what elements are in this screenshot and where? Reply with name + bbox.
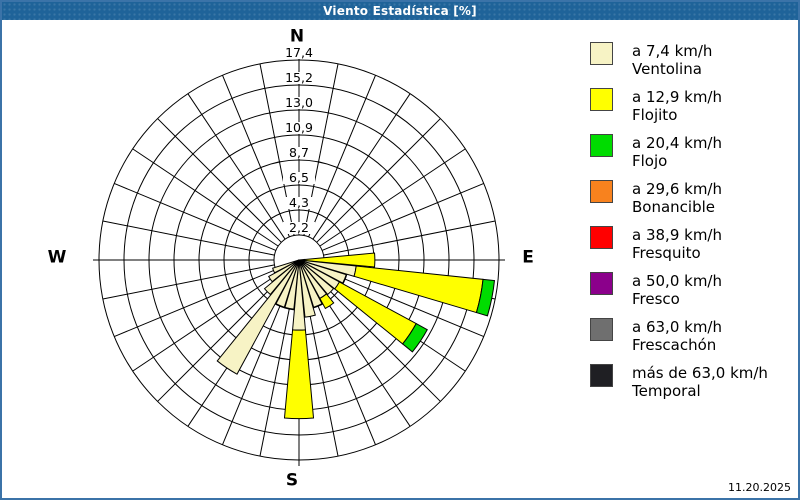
grid-spoke: [132, 273, 279, 372]
grid-spoke: [132, 148, 279, 247]
legend-name: Bonancible: [632, 198, 716, 216]
ring-label: 4,3: [289, 195, 309, 210]
legend-swatch-temporal: [590, 364, 613, 387]
petal-segment-ventolina: [263, 259, 300, 296]
compass-label-north: N: [289, 26, 305, 47]
petal-segment-flojito: [319, 293, 335, 310]
compass-label-east: E: [522, 247, 534, 268]
legend-item: más de 63,0 km/h Temporal: [590, 364, 768, 400]
legend-name: Fresco: [632, 290, 680, 308]
grid-spoke: [157, 277, 282, 402]
compass-label-west: W: [47, 247, 67, 268]
legend-speed: a 63,0 km/h: [632, 318, 722, 336]
grid-spoke: [157, 118, 282, 243]
title-bar: Viento Estadística [%]: [2, 2, 798, 20]
petal-segment-ventolina: [298, 259, 335, 296]
petal-segment-ventolina: [216, 259, 300, 375]
grid-spoke: [316, 277, 441, 402]
legend-item: a 63,0 km/h Frescachón: [590, 318, 768, 354]
legend-swatch-flojito: [590, 88, 613, 111]
legend-swatch-fresquito: [590, 226, 613, 249]
petal-segment-flojito: [304, 252, 376, 268]
grid-spoke: [102, 264, 275, 300]
legend-item: a 7,4 km/h Ventolina: [590, 42, 768, 78]
grid-spoke: [323, 220, 496, 256]
ring-label-bg: [283, 47, 315, 59]
ring-label-bg: [283, 222, 315, 234]
ring-label-bg: [283, 97, 315, 109]
grid-spoke: [222, 282, 290, 445]
legend-swatch-frescachon: [590, 318, 613, 341]
ring-label: 15,2: [285, 70, 313, 85]
legend-speed: a 12,9 km/h: [632, 88, 722, 106]
legend-speed: a 29,6 km/h: [632, 180, 722, 198]
ring-label-bg: [283, 147, 315, 159]
petal-segment-ventolina: [268, 259, 300, 283]
legend-name: Temporal: [632, 382, 701, 400]
legend-name: Fresquito: [632, 244, 701, 262]
legend-name: Ventolina: [632, 60, 702, 78]
petal-segment-flojo: [475, 278, 496, 317]
grid-spoke: [319, 148, 466, 247]
grid-spoke: [308, 282, 376, 445]
grid-spoke: [222, 75, 290, 238]
ring-label-bg: [283, 172, 315, 184]
legend-speed: más de 63,0 km/h: [632, 364, 768, 382]
legend-name: Frescachón: [632, 336, 717, 354]
grid-spoke: [102, 220, 275, 256]
grid-spoke: [321, 183, 484, 251]
grid-spoke: [114, 269, 277, 337]
ring-label-bg: [283, 72, 315, 84]
legend-item: a 12,9 km/h Flojito: [590, 88, 768, 124]
ring-label: 8,7: [289, 145, 309, 160]
grid-spoke: [308, 75, 376, 238]
ring-label-bg: [283, 197, 315, 209]
legend-swatch-ventolina: [590, 42, 613, 65]
grid-spoke: [321, 269, 484, 337]
legend-item: a 20,4 km/h Flojo: [590, 134, 768, 170]
ring-label: 2,2: [289, 220, 309, 235]
petal-segment-ventolina: [298, 259, 323, 308]
legend-speed: a 38,9 km/h: [632, 226, 722, 244]
date-stamp: 11.20.2025: [728, 481, 791, 494]
wind-rose-chart: 2,2 4,3 6,5 8,7 10,9 13,0 15,2 17,4: [93, 45, 505, 466]
legend-item: a 38,9 km/h Fresquito: [590, 226, 768, 262]
ring-label: 17,4: [285, 45, 313, 60]
legend-item: a 50,0 km/h Fresco: [590, 272, 768, 308]
ring-label-bg: [283, 122, 315, 134]
petal-segment-ventolina: [298, 259, 347, 284]
petal-segment-ventolina: [275, 259, 300, 308]
petal-segment-flojito: [283, 329, 315, 420]
petal-segment-ventolina: [272, 259, 300, 274]
legend-speed: a 7,4 km/h: [632, 42, 713, 60]
petal-segment-flojo: [401, 322, 428, 353]
legend-item: a 29,6 km/h Bonancible: [590, 180, 768, 216]
legend-name: Flojito: [632, 106, 678, 124]
ring-label: 13,0: [285, 95, 313, 110]
grid-spoke: [114, 183, 277, 251]
legend-name: Flojo: [632, 152, 668, 170]
legend-swatch-fresco: [590, 272, 613, 295]
legend-speed: a 20,4 km/h: [632, 134, 722, 152]
petal-segment-ventolina: [298, 259, 316, 318]
compass-label-south: S: [285, 470, 299, 491]
ring-label: 6,5: [289, 170, 309, 185]
grid-spoke: [187, 93, 286, 240]
legend-swatch-flojo: [590, 134, 613, 157]
window-title: Viento Estadística [%]: [323, 4, 477, 18]
grid-spoke: [316, 118, 441, 243]
legend-speed: a 50,0 km/h: [632, 272, 722, 290]
legend-swatch-bonancible: [590, 180, 613, 203]
ring-label: 10,9: [285, 120, 313, 135]
grid-spoke: [312, 93, 411, 240]
grid-spoke: [259, 284, 295, 457]
legend: a 7,4 km/h Ventolina a 12,9 km/h Flojito…: [590, 42, 768, 410]
